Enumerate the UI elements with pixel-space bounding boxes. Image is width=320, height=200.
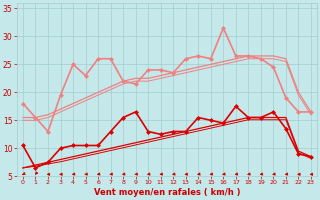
X-axis label: Vent moyen/en rafales ( km/h ): Vent moyen/en rafales ( km/h ) <box>94 188 240 197</box>
